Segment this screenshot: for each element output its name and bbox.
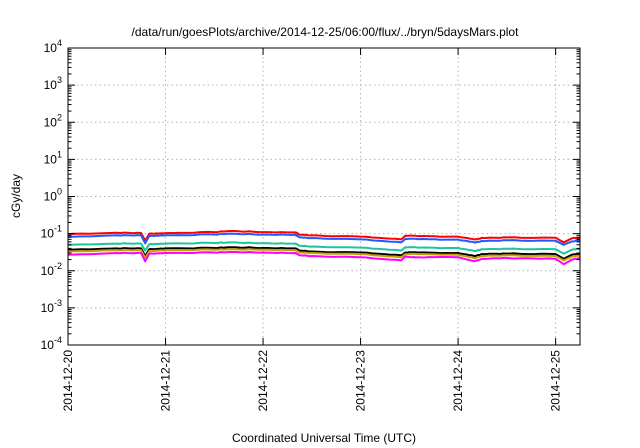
y-axis-label: cGy/day [9, 174, 23, 218]
series-line-5 [67, 248, 581, 262]
series-line-3 [67, 241, 581, 255]
y-tick-label: 103 [44, 75, 62, 92]
series-lines [67, 230, 581, 266]
y-tick-label: 10-3 [41, 298, 62, 315]
x-tick-label: 2014-12-21 [159, 350, 173, 412]
series-line-4 [67, 246, 581, 260]
x-tick-label: 2014-12-23 [354, 350, 368, 412]
y-tick-label: 10-4 [41, 335, 62, 352]
x-axis-label: Coordinated Universal Time (UTC) [232, 431, 416, 445]
chart-title: /data/run/goesPlots/archive/2014-12-25/0… [132, 25, 520, 39]
series-line-6 [67, 251, 581, 266]
grid [68, 48, 580, 345]
series-line-1 [67, 230, 581, 244]
x-tick-labels: 2014-12-20 2014-12-21 2014-12-22 2014-12-23… [61, 350, 563, 412]
x-tick-label: 2014-12-25 [549, 350, 563, 412]
y-tick-labels: 10-4 10-3 10-2 10-1 100 101 102 103 104 [41, 38, 62, 352]
series-line-2 [67, 232, 581, 246]
x-tick-label: 2014-12-20 [61, 350, 75, 412]
axis-ticks [67, 47, 580, 346]
x-tick-label: 2014-12-22 [256, 350, 270, 412]
y-tick-label: 10-1 [41, 224, 62, 241]
y-tick-label: 100 [44, 187, 62, 204]
y-tick-label: 10-2 [41, 261, 62, 278]
y-tick-label: 104 [44, 38, 62, 55]
x-tick-label: 2014-12-24 [451, 350, 465, 412]
y-tick-label: 101 [44, 149, 62, 166]
y-tick-label: 102 [44, 112, 62, 129]
